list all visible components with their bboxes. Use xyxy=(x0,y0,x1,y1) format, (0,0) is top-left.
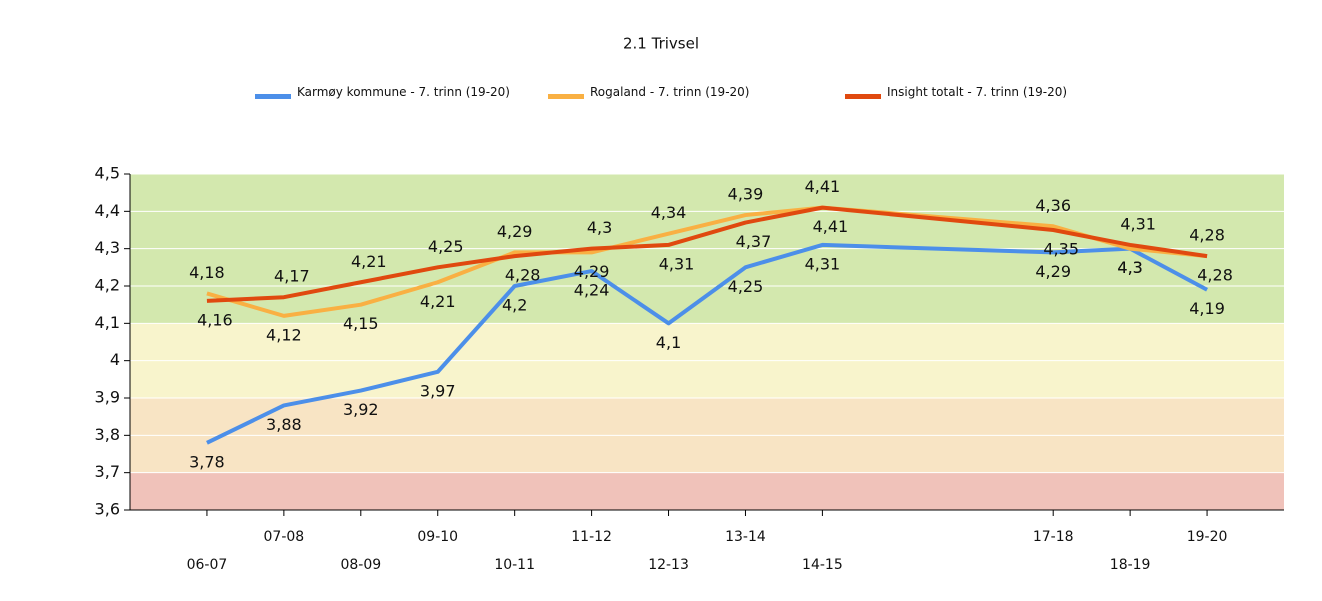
y-tick-label: 4,1 xyxy=(95,313,120,332)
x-tick-label: 10-11 xyxy=(494,557,535,573)
data-label: 4,25 xyxy=(428,237,464,256)
data-label: 4,34 xyxy=(651,203,687,222)
legend-swatch xyxy=(255,94,291,99)
x-tick-label: 11-12 xyxy=(571,529,612,545)
data-label: 4,41 xyxy=(813,217,849,236)
data-label: 4,2 xyxy=(502,296,527,315)
y-tick-label: 4,5 xyxy=(95,164,120,183)
data-label: 3,88 xyxy=(266,415,302,434)
data-label: 4,17 xyxy=(274,267,310,286)
data-label: 4,29 xyxy=(574,262,610,281)
data-label: 4,12 xyxy=(266,325,302,344)
series-line xyxy=(206,242,1209,445)
data-label: 4,21 xyxy=(351,252,387,271)
data-label: 4,28 xyxy=(1197,266,1233,285)
data-label: 4,24 xyxy=(574,281,610,300)
x-tick-label: 13-14 xyxy=(725,529,766,545)
x-tick-label: 19-20 xyxy=(1187,529,1228,545)
data-label: 4,3 xyxy=(1117,258,1142,277)
data-label: 4,35 xyxy=(1043,240,1079,259)
legend-item: Rogaland - 7. trinn (19-20) xyxy=(548,84,805,100)
data-label: 4,19 xyxy=(1189,299,1225,318)
data-label: 4,29 xyxy=(497,222,533,241)
data-label: 4,3 xyxy=(1117,258,1142,277)
chart-title: 2.1 Trivsel xyxy=(623,35,699,53)
y-tick-label: 3,6 xyxy=(95,500,120,519)
data-label: 4,28 xyxy=(1189,226,1225,245)
data-label: 4,18 xyxy=(189,263,225,282)
data-label: 4,39 xyxy=(728,185,764,204)
y-tick-label: 4,3 xyxy=(95,238,120,257)
y-tick-label: 3,8 xyxy=(95,425,120,444)
x-tick-label: 08-09 xyxy=(340,557,381,573)
y-tick-label: 3,9 xyxy=(95,388,120,407)
data-label: 4,31 xyxy=(805,254,841,273)
x-tick-label: 18-19 xyxy=(1110,557,1151,573)
legend-label: Karmøy kommune - 7. trinn (19-20) xyxy=(297,85,510,99)
data-label: 4,3 xyxy=(587,218,612,237)
series-line xyxy=(206,205,1208,303)
data-label: 4,16 xyxy=(197,310,233,329)
x-tick-label: 07-08 xyxy=(264,529,305,545)
data-label: 4,21 xyxy=(420,292,456,311)
data-label: 4,1 xyxy=(656,333,681,352)
x-tick-label: 06-07 xyxy=(187,557,228,573)
x-tick-label: 09-10 xyxy=(417,529,458,545)
legend-item: Karmøy kommune - 7. trinn (19-20) xyxy=(255,84,512,100)
x-tick-label: 17-18 xyxy=(1033,529,1074,545)
data-label: 4,29 xyxy=(1035,262,1071,281)
legend-label: Rogaland - 7. trinn (19-20) xyxy=(590,85,750,99)
y-tick-label: 4,2 xyxy=(95,276,120,295)
band xyxy=(130,472,1284,510)
data-label: 3,78 xyxy=(189,452,225,471)
data-label: 4,31 xyxy=(659,254,695,273)
data-label: 4,31 xyxy=(1120,214,1156,233)
x-tick-label: 12-13 xyxy=(648,557,689,573)
data-label: 4,28 xyxy=(505,266,541,285)
data-label: 4,15 xyxy=(343,314,379,333)
data-label: 3,92 xyxy=(343,400,379,419)
x-tick-label: 14-15 xyxy=(802,557,843,573)
series-line xyxy=(206,205,1208,318)
legend-swatch xyxy=(845,94,881,99)
y-tick-label: 4 xyxy=(110,350,120,369)
data-label: 3,97 xyxy=(420,381,456,400)
y-tick-label: 3,7 xyxy=(95,462,120,481)
legend-item: Insight totalt - 7. trinn (19-20) xyxy=(845,84,1102,100)
data-label: 4,25 xyxy=(728,277,764,296)
data-label: 4,36 xyxy=(1035,196,1071,215)
legend-swatch xyxy=(548,94,584,99)
legend-label: Insight totalt - 7. trinn (19-20) xyxy=(887,85,1068,99)
data-label: 4,37 xyxy=(736,232,772,251)
y-tick-label: 4,4 xyxy=(95,201,120,220)
data-label: 4,41 xyxy=(805,177,841,196)
